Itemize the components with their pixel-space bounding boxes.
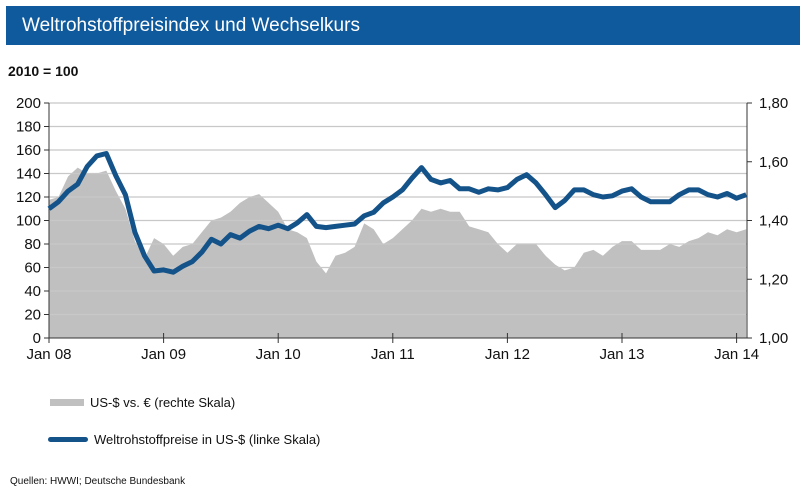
legend-label-fx: US-$ vs. € (rechte Skala) xyxy=(90,395,236,410)
x-axis-label: Jan 10 xyxy=(256,346,301,363)
x-axis-label: Jan 12 xyxy=(485,346,530,363)
source-note: Quellen: HWWI; Deutsche Bundesbank xyxy=(10,476,186,487)
chart-subtitle: 2010 = 100 xyxy=(8,63,79,79)
left-axis-label: 100 xyxy=(16,213,41,230)
x-axis-label: Jan 13 xyxy=(599,346,644,363)
legend-swatch-index xyxy=(48,437,88,442)
left-axis-label: 160 xyxy=(16,142,41,159)
x-axis-label: Jan 11 xyxy=(371,346,415,363)
right-axis-label: 1,00 xyxy=(759,330,788,347)
legend-label-index: Weltrohstoffpreise in US-$ (linke Skala) xyxy=(94,432,321,447)
left-axis-label: 60 xyxy=(24,260,41,277)
legend-swatch-fx xyxy=(50,399,84,406)
title-bar: Weltrohstoffpreisindex und Wechselkurs xyxy=(6,6,800,45)
index-line-series xyxy=(47,151,748,275)
right-axis-label: 1,40 xyxy=(759,213,788,230)
left-axis-label: 180 xyxy=(16,119,41,136)
x-axis-label: Jan 08 xyxy=(26,346,71,363)
chart-title: Weltrohstoffpreisindex und Wechselkurs xyxy=(22,15,360,36)
left-axis-label: 40 xyxy=(24,283,41,300)
left-axis-label: 120 xyxy=(16,189,41,206)
left-axis-label: 140 xyxy=(16,166,41,183)
left-axis-label: 20 xyxy=(24,307,41,324)
x-axis-label: Jan 09 xyxy=(141,346,186,363)
left-axis-label: 200 xyxy=(16,95,41,112)
right-axis-label: 1,80 xyxy=(759,95,788,112)
right-axis-label: 1,20 xyxy=(759,271,788,288)
fx-area-series xyxy=(49,167,747,338)
x-axis-label: Jan 14 xyxy=(714,346,759,363)
left-axis-label: 0 xyxy=(33,330,41,347)
right-axis-label: 1,60 xyxy=(759,154,788,171)
left-axis-label: 80 xyxy=(24,236,41,253)
